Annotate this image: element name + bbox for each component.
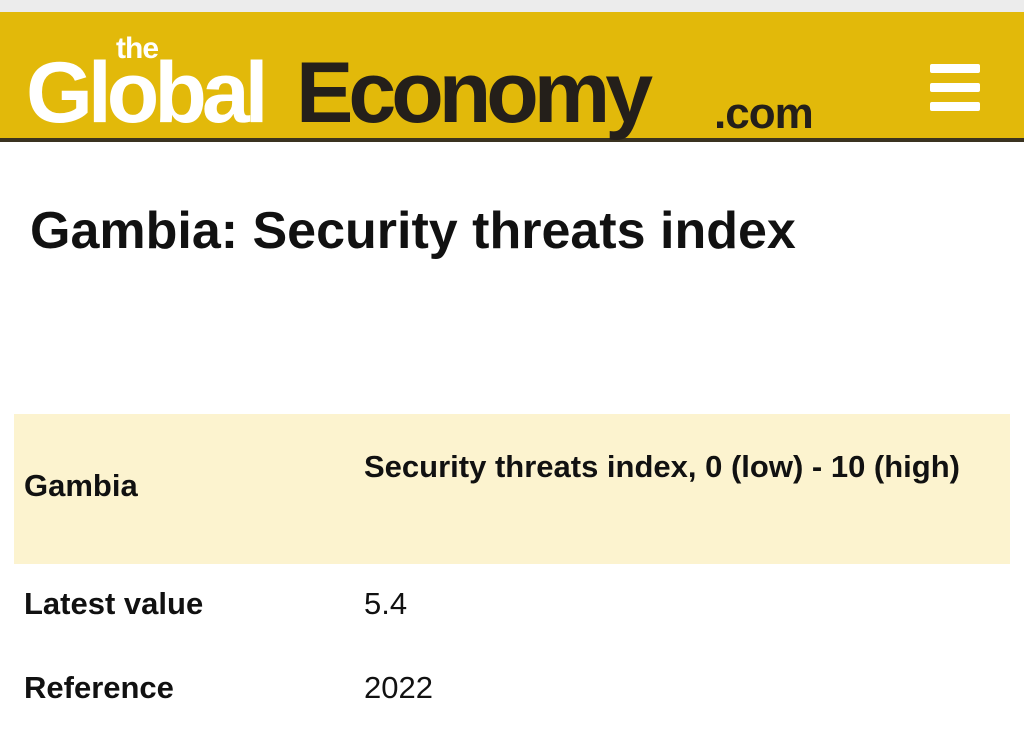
table-header-country: Gambia xyxy=(24,468,138,503)
table-header-row: Gambia Security threats index, 0 (low) -… xyxy=(14,414,1010,564)
hamburger-menu-icon[interactable] xyxy=(922,52,988,114)
site-header: the Global Economy .com xyxy=(0,12,1024,142)
status-strip xyxy=(0,0,1024,12)
logo-the-text: the xyxy=(116,32,159,65)
table-row: Reference 2022 xyxy=(14,648,1010,732)
table-header-indicator: Security threats index, 0 (low) - 10 (hi… xyxy=(364,449,960,484)
menu-bar-middle xyxy=(930,83,980,92)
logo-com-text: .com xyxy=(714,89,814,138)
logo-economy-text: Economy xyxy=(296,45,653,141)
page-title: Gambia: Security threats index xyxy=(30,202,796,260)
menu-bar-top xyxy=(930,64,980,73)
row-value-reference: 2022 xyxy=(364,670,433,705)
row-label-reference: Reference xyxy=(24,670,174,705)
row-value-latest-value: 5.4 xyxy=(364,586,408,621)
indicator-table: Gambia Security threats index, 0 (low) -… xyxy=(14,414,1010,732)
row-label-latest-value: Latest value xyxy=(24,586,204,621)
logo-global-text: Global xyxy=(26,45,269,141)
table-row: Latest value 5.4 xyxy=(14,564,1010,648)
menu-bar-bottom xyxy=(930,102,980,111)
